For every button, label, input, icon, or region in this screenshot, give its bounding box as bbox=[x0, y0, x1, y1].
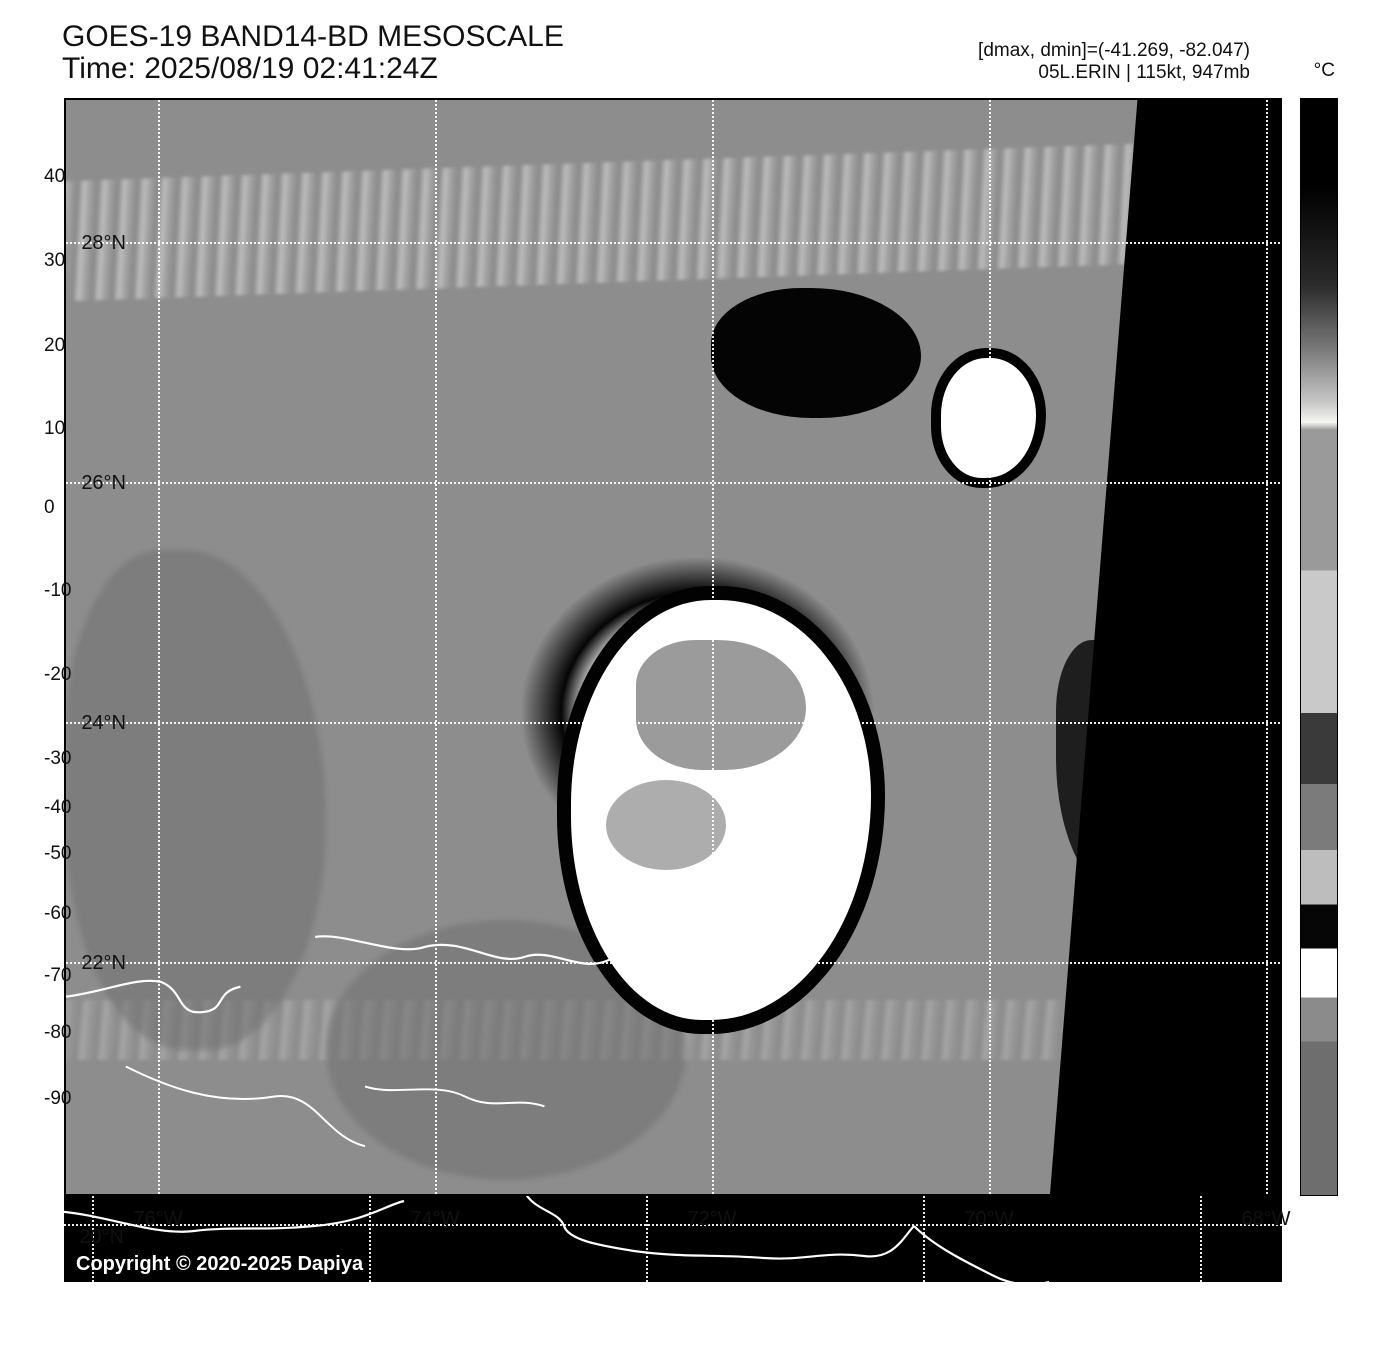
colorbar-tick-10: 10 bbox=[44, 418, 65, 440]
colorbar-tick-neg60: -60 bbox=[44, 903, 71, 925]
lat-label-24: 24°N bbox=[74, 712, 126, 735]
lon-label-76: 76°W bbox=[128, 1208, 188, 1231]
lon-label-68: 68°W bbox=[1236, 1208, 1296, 1231]
lat-label-20: 20°N bbox=[72, 1226, 124, 1249]
lat-label-28: 28°N bbox=[74, 232, 126, 255]
copyright-label: Copyright © 2020-2025 Dapiya bbox=[76, 1253, 363, 1276]
colorbar-tick-neg30: -30 bbox=[44, 748, 71, 770]
colorbar-tick-neg40: -40 bbox=[44, 797, 71, 819]
colorbar-gradient bbox=[1300, 98, 1338, 1196]
colorbar-tick-neg80: -80 bbox=[44, 1022, 71, 1044]
bottom-black-strip: 20°N Copyright © 2020-2025 Dapiya bbox=[64, 1196, 1282, 1282]
image-timestamp: Time: 2025/08/19 02:41:24Z bbox=[62, 52, 438, 86]
colorbar-legend[interactable] bbox=[1300, 98, 1338, 1196]
colorbar-tick-0: 0 bbox=[44, 497, 55, 519]
dmax-dmin-label: [dmax, dmin]=(-41.269, -82.047) bbox=[830, 40, 1250, 62]
colorbar-tick-neg20: -20 bbox=[44, 664, 71, 686]
lat-label-26: 26°N bbox=[74, 472, 126, 495]
colorbar-tick-neg50: -50 bbox=[44, 843, 71, 865]
lon-label-70: 70°W bbox=[959, 1208, 1019, 1231]
colorbar-tick-20: 20 bbox=[44, 335, 65, 357]
colorbar-tick-30: 30 bbox=[44, 250, 65, 272]
lon-label-74: 74°W bbox=[405, 1208, 465, 1231]
colorbar-tick-neg10: -10 bbox=[44, 580, 71, 602]
image-title: GOES-19 BAND14-BD MESOSCALE bbox=[62, 20, 564, 54]
colorbar-tick-40: 40 bbox=[44, 166, 65, 188]
colorbar-tick-neg90: -90 bbox=[44, 1088, 71, 1110]
coastline-outlines bbox=[66, 100, 1280, 1194]
lat-label-22: 22°N bbox=[74, 952, 126, 975]
colorbar-tick-neg70: -70 bbox=[44, 965, 71, 987]
unit-celsius-label: °C bbox=[1314, 60, 1335, 82]
satellite-image-view: GOES-19 BAND14-BD MESOSCALE Time: 2025/0… bbox=[0, 0, 1390, 1359]
satellite-map[interactable]: 28°N 26°N 24°N 22°N bbox=[64, 98, 1282, 1196]
storm-info-label: 05L.ERIN | 115kt, 947mb bbox=[830, 62, 1250, 84]
lon-label-72: 72°W bbox=[682, 1208, 742, 1231]
